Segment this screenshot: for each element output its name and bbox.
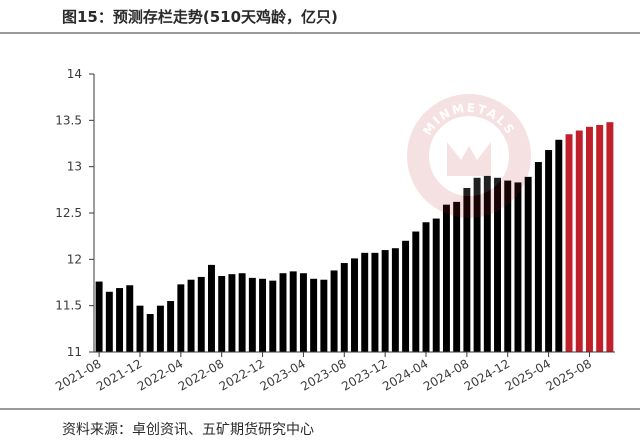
actual-bar — [187, 279, 195, 352]
footer-bar: 资料来源：卓创资讯、五矿期货研究中心 — [0, 408, 640, 443]
actual-bar — [197, 276, 205, 352]
actual-bar — [473, 177, 481, 352]
x-tick-label: 2024-04 — [380, 356, 430, 393]
x-tick-label: 2024-08 — [421, 356, 471, 393]
x-tick-label: 2021-08 — [53, 356, 103, 393]
y-tick-label: 11 — [67, 345, 82, 359]
actual-bar — [381, 250, 389, 352]
actual-bar — [534, 162, 542, 352]
header-bar: 图15：预测存栏走势(510天鸡龄，亿只) — [0, 0, 640, 34]
actual-bar — [391, 248, 399, 352]
actual-bar — [504, 180, 512, 352]
actual-bar — [299, 273, 307, 352]
x-tick-label: 2022-08 — [176, 356, 226, 393]
x-tick-label: 2022-12 — [217, 356, 267, 393]
actual-bar — [238, 273, 246, 352]
actual-bar — [432, 218, 440, 352]
actual-bar — [320, 279, 328, 352]
actual-bar — [340, 263, 348, 352]
actual-bar — [248, 277, 256, 352]
actual-bar — [95, 281, 103, 352]
actual-bar — [453, 201, 461, 352]
y-axis-ticks: 11 11.5 12 12.5 13 13.5 14 — [55, 67, 94, 359]
x-tick-label: 2023-08 — [298, 356, 348, 393]
y-tick-label: 13 — [67, 160, 82, 174]
x-tick-label: 2022-04 — [135, 356, 185, 393]
actual-bar — [545, 149, 553, 352]
actual-bar — [116, 288, 124, 352]
x-tick-label: 2024-12 — [462, 356, 512, 393]
x-tick-label: 2025-04 — [503, 356, 553, 393]
actual-bar — [494, 177, 501, 352]
actual-bar — [514, 182, 522, 352]
source-note: 资料来源：卓创资讯、五矿期货研究中心 — [62, 422, 314, 438]
actual-bar — [463, 187, 471, 352]
actual-bar — [371, 252, 379, 352]
actual-bar — [524, 176, 532, 352]
actual-bar — [442, 204, 450, 352]
chart-area: 11 11.5 12 12.5 13 13.5 14 2021-08 2021-12 2022-… — [0, 34, 640, 408]
y-tick-label: 13.5 — [55, 113, 82, 127]
actual-bar — [218, 276, 226, 352]
actual-bar — [259, 278, 267, 352]
x-tick-label: 2025-08 — [544, 356, 594, 393]
x-tick-label: 2023-12 — [339, 356, 389, 393]
actual-bar — [351, 258, 358, 352]
actual-bar — [146, 314, 154, 352]
x-tick-label: 2023-04 — [257, 356, 307, 393]
bars-group — [95, 122, 614, 352]
y-tick-label: 14 — [67, 67, 82, 81]
actual-bar — [208, 264, 215, 352]
forecast-bar — [596, 124, 604, 352]
forecast-bar — [575, 130, 583, 352]
actual-bar — [310, 278, 318, 352]
actual-bar — [126, 285, 134, 352]
actual-bar — [279, 273, 287, 352]
actual-bar — [269, 280, 277, 352]
actual-bar — [177, 284, 185, 352]
actual-bar — [402, 240, 410, 352]
y-tick-label: 12 — [67, 252, 82, 266]
actual-bar — [361, 252, 369, 352]
actual-bar — [289, 271, 297, 352]
actual-bar — [412, 231, 420, 352]
x-tick-label: 2021-12 — [94, 356, 144, 393]
chart-title: 图15：预测存栏走势(510天鸡龄，亿只) — [62, 8, 338, 26]
x-axis-ticks: 2021-082021-122022-042022-082022-122023-… — [53, 352, 594, 394]
actual-bar — [555, 139, 563, 352]
actual-bar — [136, 305, 144, 352]
actual-bar — [105, 291, 113, 352]
actual-bar — [167, 301, 175, 352]
actual-bar — [228, 274, 236, 352]
actual-bar — [422, 222, 430, 352]
actual-bar — [330, 270, 338, 352]
actual-bar — [156, 305, 164, 352]
y-tick-label: 11.5 — [55, 299, 82, 313]
actual-bar — [483, 175, 491, 352]
forecast-bar — [606, 122, 614, 352]
y-tick-label: 12.5 — [55, 206, 82, 220]
forecast-bar — [565, 134, 573, 352]
forecast-bar — [585, 126, 593, 352]
